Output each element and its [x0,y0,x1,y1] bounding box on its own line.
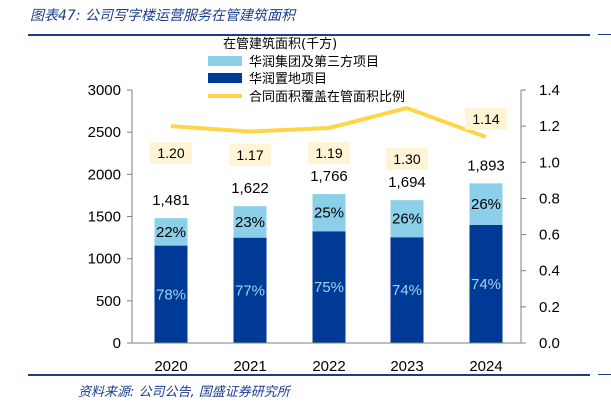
y-tick-label: 2000 [88,166,121,183]
frame-tick [598,34,611,35]
legend-swatch-third-party [208,56,242,66]
y2-tick-label: 1.2 [539,118,560,135]
y-tick-label: 1000 [88,251,121,268]
bar-third-party [233,206,267,238]
share-label-cr-land: 74% [471,276,501,293]
ratio-label-bg [308,142,350,164]
legend-title: 在管建筑面积(千方) [223,36,337,52]
total-label: 1,694 [388,174,426,191]
bar-cr-land [469,224,503,343]
legend-label-third-party: 华润集团及第三方项目 [249,54,379,70]
source-note: 资料来源: 公司公告, 国盛证券研究所 [78,385,290,400]
ratio-label: 1.19 [315,145,342,161]
share-label-cr-land: 78% [156,286,186,303]
y2-tick-label: 0.4 [539,263,560,280]
total-label: 1,766 [310,168,348,185]
frame-tick [598,374,611,375]
ratio-label: 1.20 [157,145,184,161]
total-label: 1,481 [152,192,190,209]
y2-tick-label: 1.0 [539,154,560,171]
y2-tick-label: 0.6 [539,227,560,244]
y-tick-label: 0 [113,335,121,352]
share-label-third-party: 26% [392,211,422,228]
ratio-label: 1.30 [393,151,420,167]
x-tick-label: 2024 [469,358,502,374]
share-label-cr-land: 77% [235,282,265,299]
stacked-bar-chart: 78% 22% 1,481 77% 23% 1,622 75% 25% 1,766 74% 26% 1… [88,36,560,374]
x-tick-label: 2021 [233,358,266,374]
bar-third-party [390,200,424,238]
share-label-cr-land: 75% [314,279,344,296]
share-label-third-party: 25% [314,205,344,222]
bar-cr-land [312,231,346,343]
bar-cr-land [233,237,267,343]
ratio-label-bg [386,148,428,170]
legend-swatch-cr-land [208,73,242,83]
y2-tick-label: 1.4 [539,82,560,99]
legend-label-cr-land: 华润置地项目 [249,72,327,87]
ratio-line [170,106,487,139]
x-tick-label: 2020 [154,358,187,374]
y-tick-label: 3000 [88,82,121,99]
share-label-third-party: 22% [156,224,186,241]
share-label-cr-land: 74% [392,282,422,299]
bar-third-party [469,183,503,225]
total-label: 1,622 [231,180,269,197]
figure-title: 图表47: 公司写字楼运营服务在管建筑面积 [30,8,295,24]
title-rule [28,34,590,36]
share-label-third-party: 26% [471,196,501,213]
bar-cr-land [390,237,424,343]
y-tick-label: 500 [96,293,121,310]
bar-third-party [154,218,188,246]
x-tick-label: 2023 [390,358,423,374]
ratio-label-bg [229,144,271,166]
y2-tick-label: 0.8 [539,190,560,207]
bar-third-party [312,194,346,232]
y-tick-label: 1500 [88,209,121,226]
legend-label-ratio: 合同面积覆盖在管面积比例 [249,90,405,105]
total-label: 1,893 [467,157,505,174]
y2-tick-label: 0.2 [539,299,560,316]
ratio-label-bg [150,142,192,164]
source-rule [28,374,590,376]
ratio-label-bg [465,108,507,130]
ratio-label: 1.17 [236,147,263,163]
x-tick-label: 2022 [312,358,345,374]
y2-tick-label: 0.0 [539,335,560,352]
bar-cr-land [154,245,188,343]
share-label-third-party: 23% [235,214,265,231]
ratio-label: 1.14 [472,111,499,127]
y-tick-label: 2500 [88,124,121,141]
